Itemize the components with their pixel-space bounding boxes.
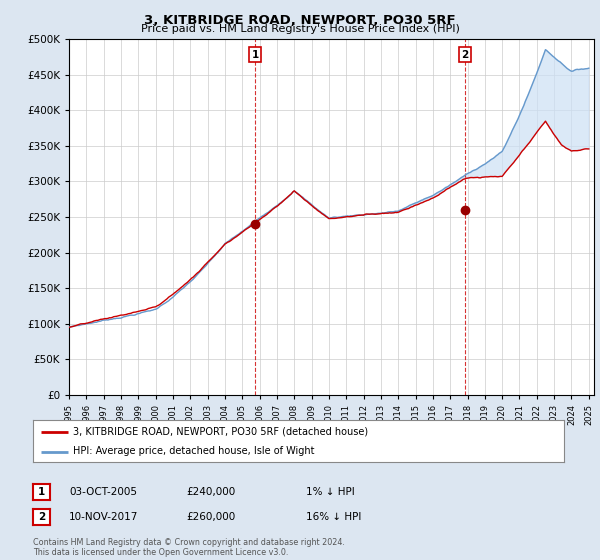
Text: 1: 1: [38, 487, 45, 497]
Text: 16% ↓ HPI: 16% ↓ HPI: [306, 512, 361, 522]
Text: 1: 1: [251, 50, 259, 60]
Text: 1% ↓ HPI: 1% ↓ HPI: [306, 487, 355, 497]
Text: 3, KITBRIDGE ROAD, NEWPORT, PO30 5RF (detached house): 3, KITBRIDGE ROAD, NEWPORT, PO30 5RF (de…: [73, 427, 368, 437]
Text: 2: 2: [461, 50, 469, 60]
Text: Contains HM Land Registry data © Crown copyright and database right 2024.
This d: Contains HM Land Registry data © Crown c…: [33, 538, 345, 557]
Text: 2: 2: [38, 512, 45, 522]
Text: Price paid vs. HM Land Registry's House Price Index (HPI): Price paid vs. HM Land Registry's House …: [140, 24, 460, 34]
Text: 03-OCT-2005: 03-OCT-2005: [69, 487, 137, 497]
Text: £240,000: £240,000: [186, 487, 235, 497]
Text: 10-NOV-2017: 10-NOV-2017: [69, 512, 139, 522]
Text: HPI: Average price, detached house, Isle of Wight: HPI: Average price, detached house, Isle…: [73, 446, 314, 456]
Text: £260,000: £260,000: [186, 512, 235, 522]
Text: 3, KITBRIDGE ROAD, NEWPORT, PO30 5RF: 3, KITBRIDGE ROAD, NEWPORT, PO30 5RF: [144, 14, 456, 27]
